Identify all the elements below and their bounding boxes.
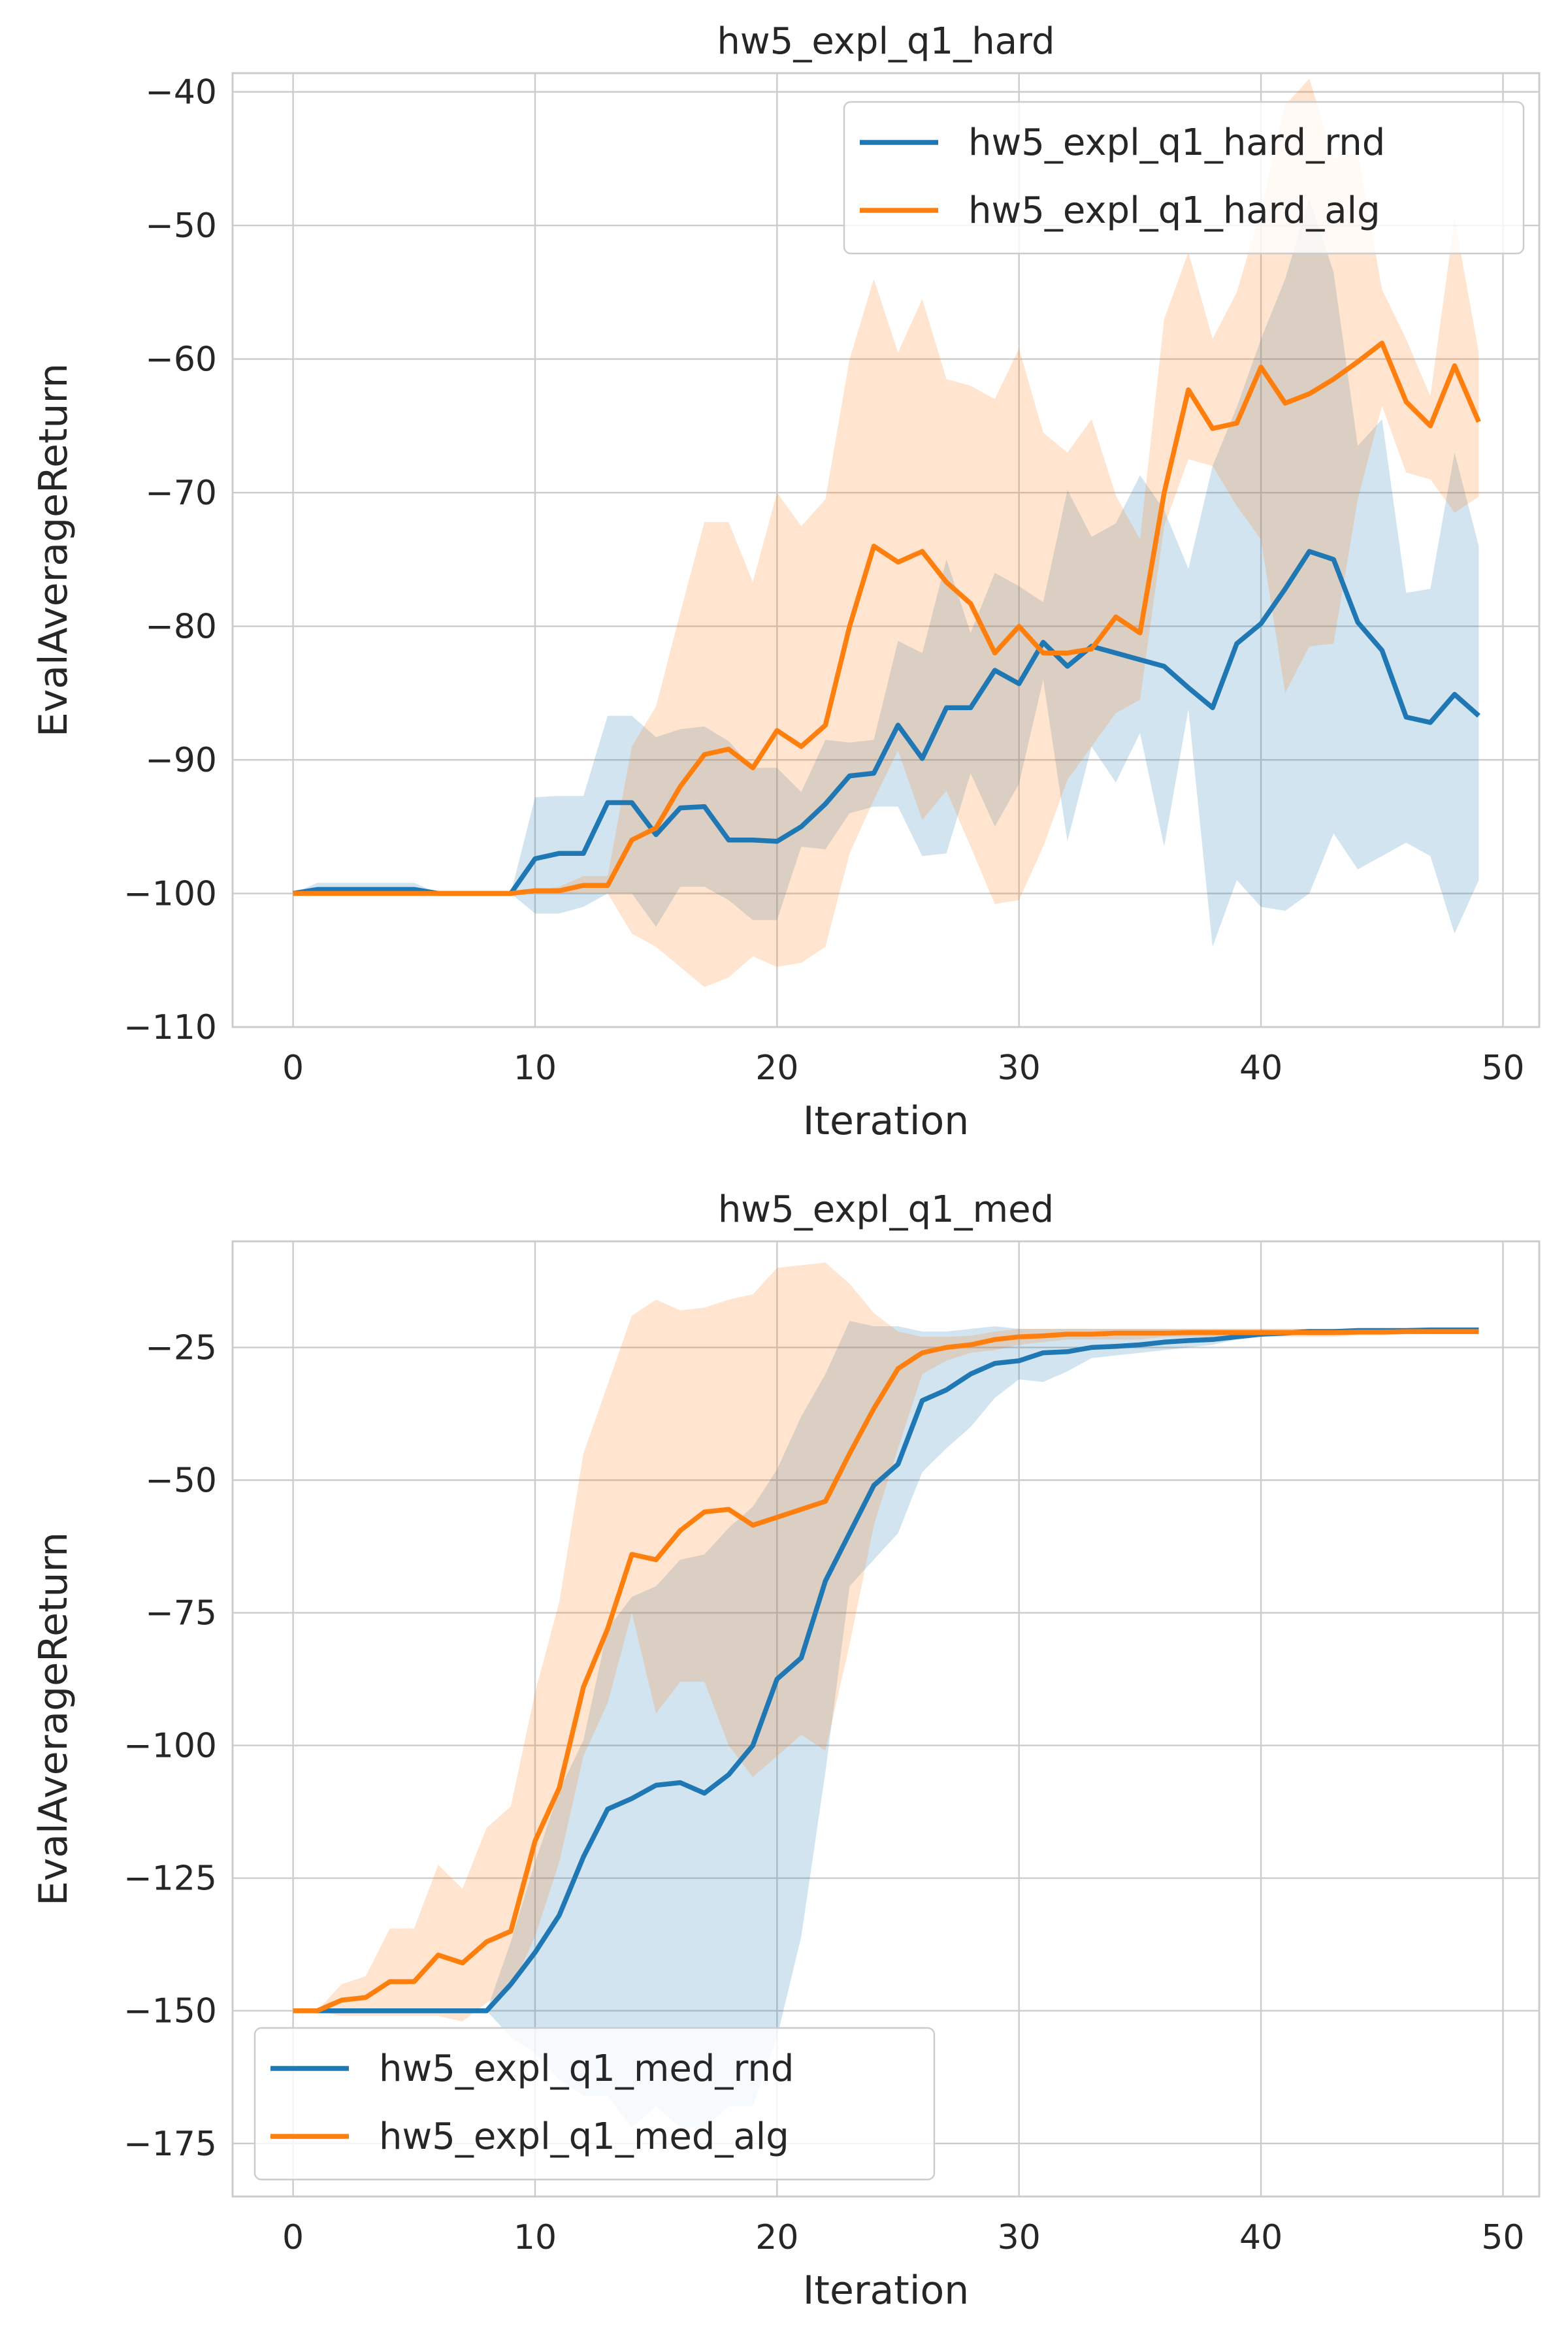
- confidence-band-hw5_expl_q1_med_alg: [293, 1262, 1479, 2021]
- legend-entry-hw5_expl_q1_hard_rnd: hw5_expl_q1_hard_rnd: [968, 122, 1385, 164]
- plot-frame: [231, 1240, 1541, 2198]
- x-axis-label: Iteration: [803, 2268, 970, 2313]
- y-tick-label: −100: [123, 1727, 217, 1766]
- y-axis-label: EvalAverageReturn: [31, 363, 76, 737]
- y-tick-label: −175: [123, 2125, 217, 2164]
- x-tick-label: 20: [755, 1049, 798, 1088]
- confidence-band-hw5_expl_q1_hard_alg: [293, 78, 1479, 987]
- x-tick-label: 10: [514, 2218, 557, 2257]
- y-tick-label: −70: [145, 474, 217, 513]
- legend-box: [843, 101, 1525, 255]
- chart-title: hw5_expl_q1_med: [718, 1188, 1054, 1231]
- x-tick-label: 30: [998, 2218, 1041, 2257]
- y-tick-label: −75: [145, 1594, 217, 1633]
- x-axis-label: Iteration: [803, 1098, 970, 1144]
- legend-box: [253, 2027, 936, 2181]
- chart-2: −175 −150 −125 −100 −75 −50 −25 0 10 20 30 40 50 hw5_…: [31, 1188, 1541, 2313]
- x-tick-label: 40: [1239, 2218, 1282, 2257]
- y-tick-label: −90: [145, 741, 217, 780]
- x-tick-label: 30: [998, 1049, 1041, 1088]
- y-tick-label: −60: [145, 340, 217, 380]
- y-tick-label: −50: [145, 1462, 217, 1501]
- x-tick-label: 40: [1239, 1049, 1282, 1088]
- legend: hw5_expl_q1_hard_rnd hw5_expl_q1_hard_alg: [843, 101, 1525, 255]
- x-tick-label: 10: [514, 1049, 557, 1088]
- x-tick-label: 50: [1481, 1049, 1524, 1088]
- legend-entry-hw5_expl_q1_med_alg: hw5_expl_q1_med_alg: [379, 2115, 789, 2158]
- series-line-hw5_expl_q1_med_alg: [293, 1329, 1479, 2014]
- x-tick-label: 50: [1481, 2218, 1524, 2257]
- y-tick-label: −150: [123, 1992, 217, 2031]
- y-tick-label: −110: [123, 1008, 217, 1047]
- confidence-band-hw5_expl_q1_med_rnd: [293, 1320, 1479, 2128]
- series-line-hw5_expl_q1_hard_alg: [293, 340, 1481, 896]
- y-tick-label: −125: [123, 1859, 217, 1899]
- x-tick-label: 20: [755, 2218, 798, 2257]
- tick-labels: −175 −150 −125 −100 −75 −50 −25 0 10 20 30 40 50: [123, 1328, 1524, 2257]
- tick-labels: −110 −100 −90 −80 −70 −60 −50 −40 0 10 20 30 40 50: [123, 73, 1524, 1088]
- y-tick-label: −100: [123, 875, 217, 914]
- legend-entry-hw5_expl_q1_hard_alg: hw5_expl_q1_hard_alg: [968, 189, 1380, 232]
- y-axis-label: EvalAverageReturn: [31, 1532, 76, 1906]
- plot-frame: [231, 72, 1541, 1028]
- confidence-bands: [293, 78, 1479, 987]
- x-tick-label: 0: [282, 1049, 304, 1088]
- legend-entry-hw5_expl_q1_med_rnd: hw5_expl_q1_med_rnd: [379, 2048, 794, 2090]
- y-tick-label: −25: [145, 1328, 217, 1367]
- y-tick-label: −50: [145, 206, 217, 246]
- y-tick-label: −80: [145, 608, 217, 647]
- series-lines: [292, 340, 1481, 896]
- legend: hw5_expl_q1_med_rnd hw5_expl_q1_med_alg: [253, 2027, 936, 2181]
- series-lines: [293, 1327, 1479, 2014]
- x-tick-label: 0: [282, 2218, 304, 2257]
- y-tick-label: −40: [145, 73, 217, 112]
- confidence-band-hw5_expl_q1_hard_rnd: [293, 199, 1479, 947]
- chart-1: −110 −100 −90 −80 −70 −60 −50 −40 0 10 20 30 40 50 hw5…: [31, 20, 1541, 1144]
- confidence-bands: [293, 1262, 1479, 2128]
- chart-title: hw5_expl_q1_hard: [717, 20, 1054, 63]
